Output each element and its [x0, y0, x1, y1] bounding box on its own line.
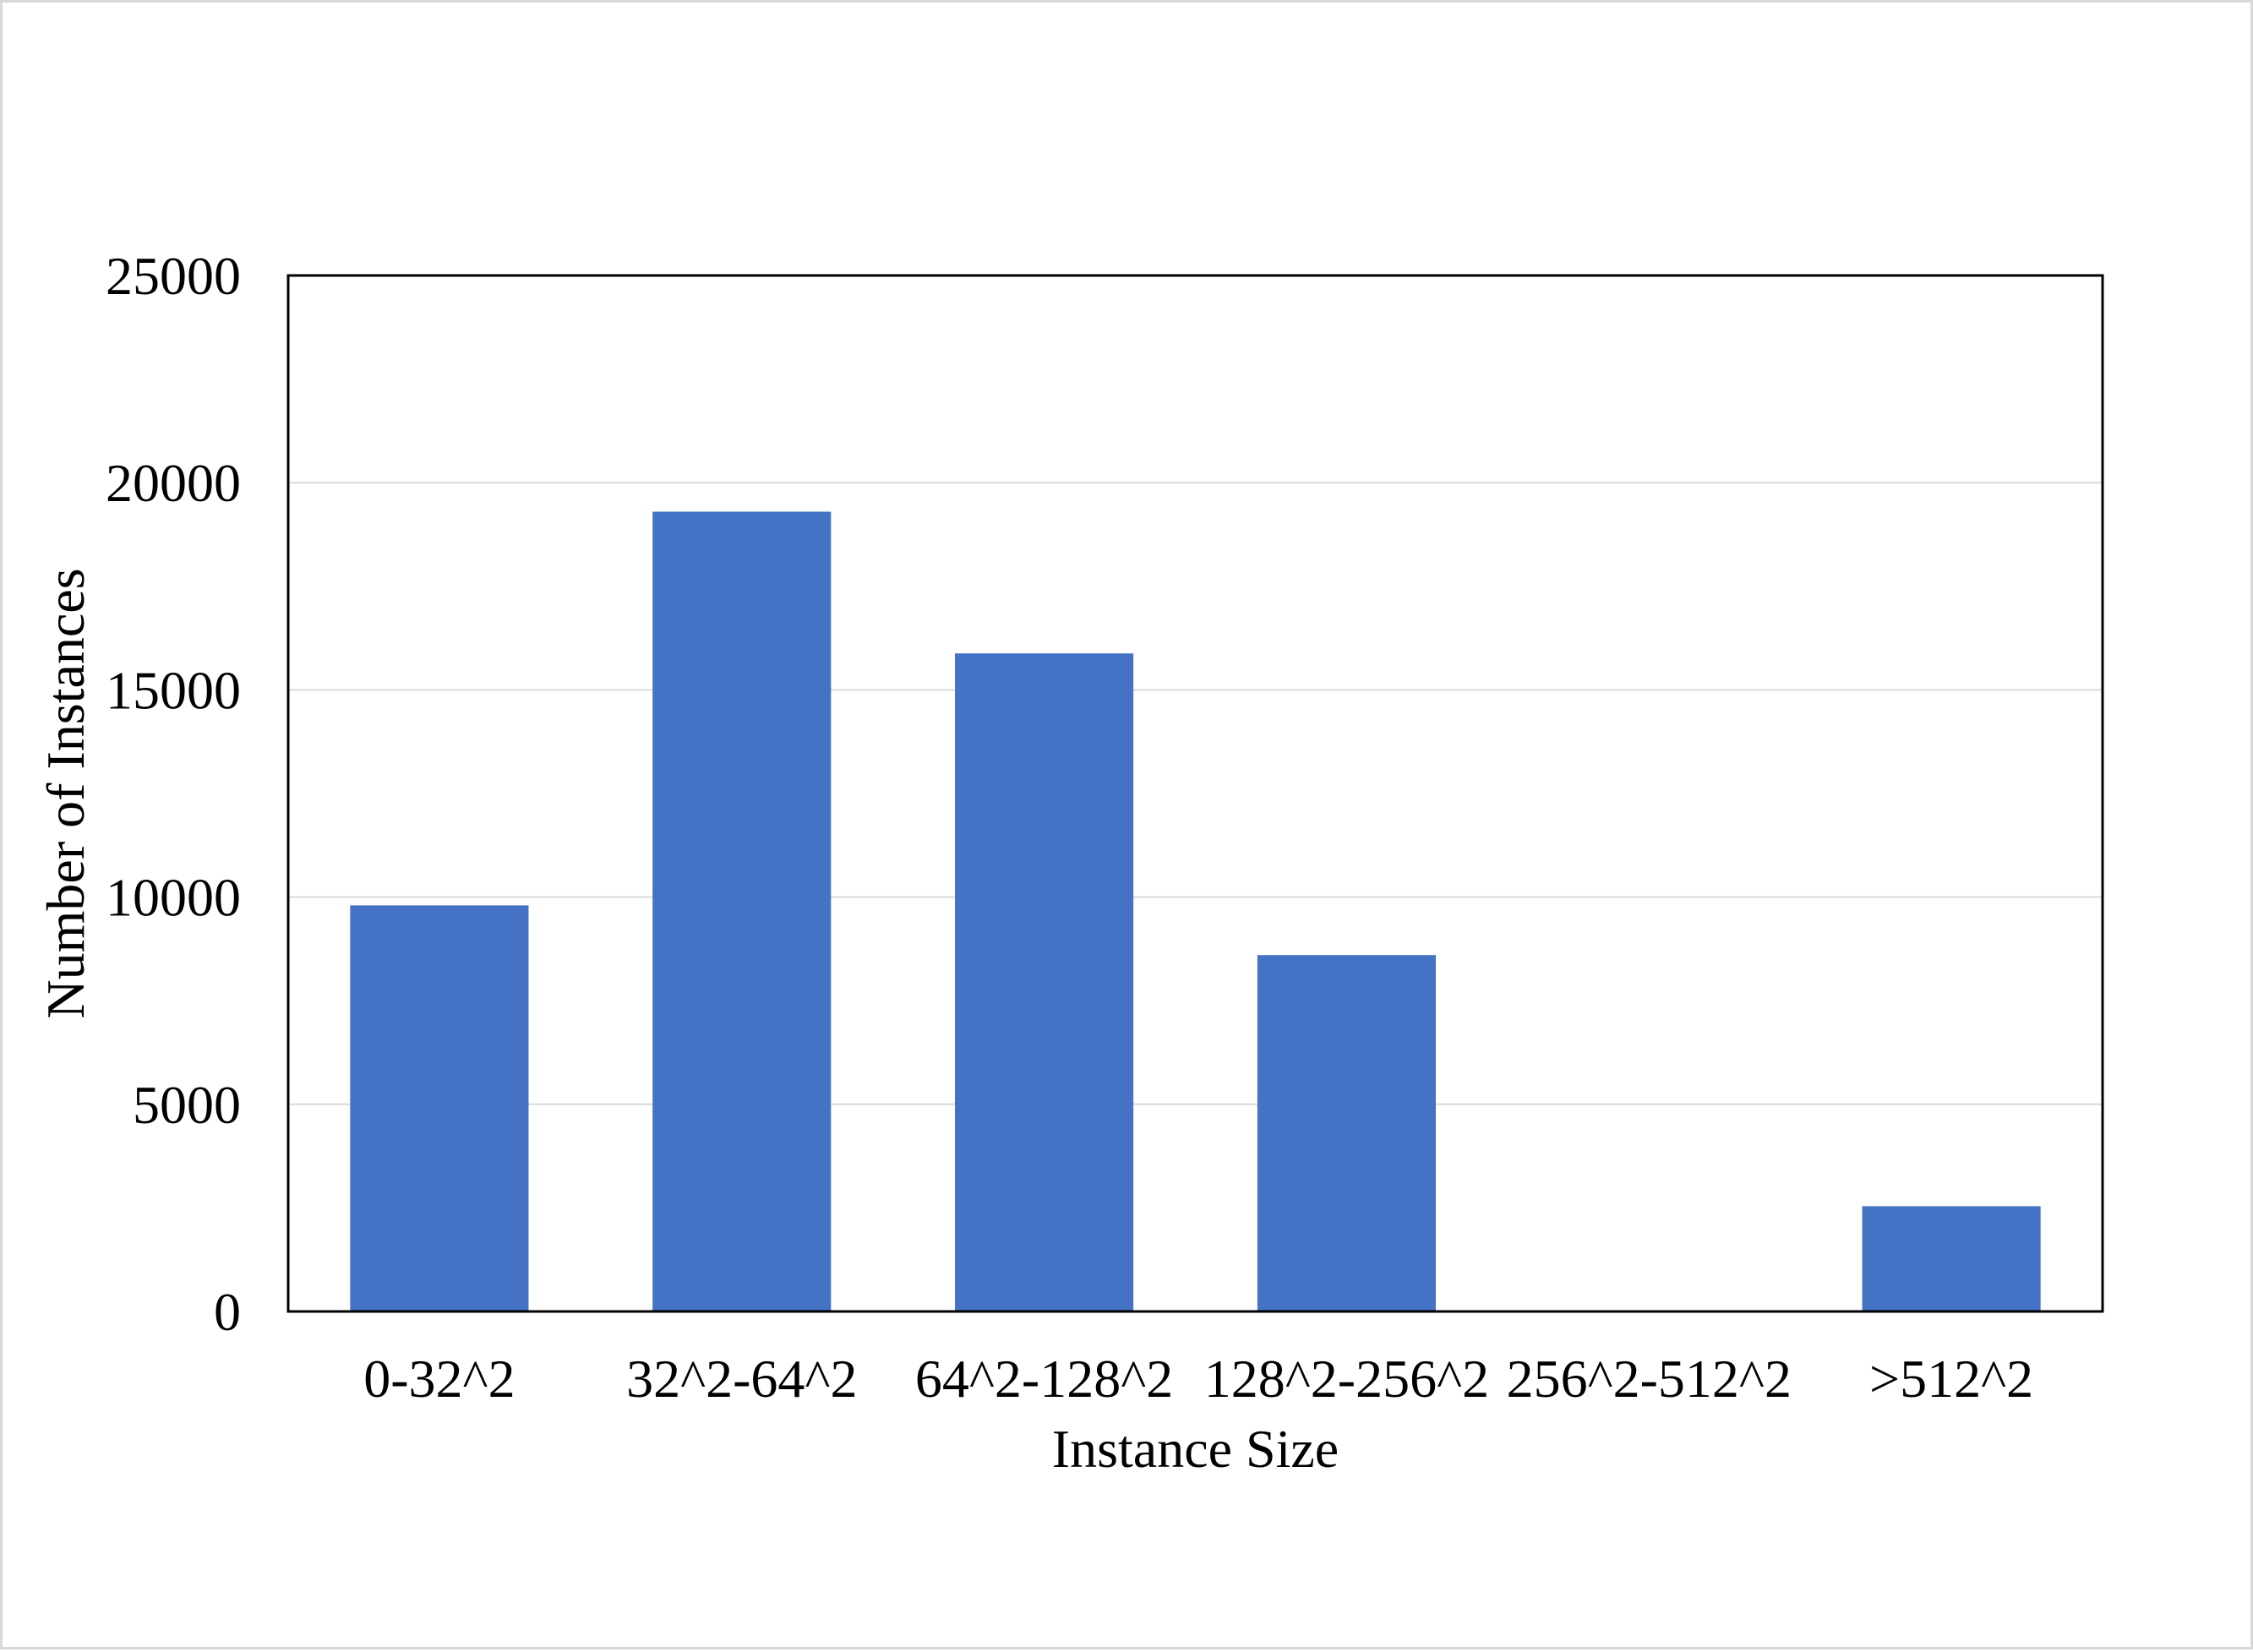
x-axis-title: Instance Size [1052, 1419, 1339, 1479]
x-axis-ticks: 0-32^2 32^2-64^2 64^2-128^2 128^2-256^2 256^… [363, 1349, 2033, 1409]
y-tick-label: 10000 [106, 868, 241, 928]
bar-chart: 0 5000 10000 15000 20000 25000 0-32^2 32^2-64^… [35, 246, 2104, 1479]
y-tick-label: 15000 [106, 660, 241, 720]
y-tick-label: 5000 [133, 1075, 241, 1135]
bar [652, 511, 832, 1311]
y-tick-label: 25000 [106, 246, 241, 306]
y-tick-label: 20000 [106, 453, 241, 513]
bar [1862, 1206, 2041, 1311]
y-tick-label: 0 [214, 1282, 241, 1342]
gridlines [288, 482, 2103, 1105]
x-tick-label: 128^2-256^2 [1204, 1349, 1489, 1409]
x-tick-label: >512^2 [1869, 1349, 2033, 1409]
y-axis-title: Number of Instances [35, 568, 95, 1018]
bar [1257, 955, 1436, 1311]
x-tick-label: 32^2-64^2 [626, 1349, 857, 1409]
x-tick-label: 64^2-128^2 [915, 1349, 1173, 1409]
y-axis-ticks: 0 5000 10000 15000 20000 25000 [106, 246, 241, 1342]
x-tick-label: 256^2-512^2 [1507, 1349, 1792, 1409]
bar [955, 653, 1134, 1311]
x-tick-label: 0-32^2 [363, 1349, 515, 1409]
plot-area-border [286, 274, 2104, 1313]
bars [350, 511, 2041, 1311]
bar [350, 905, 529, 1311]
